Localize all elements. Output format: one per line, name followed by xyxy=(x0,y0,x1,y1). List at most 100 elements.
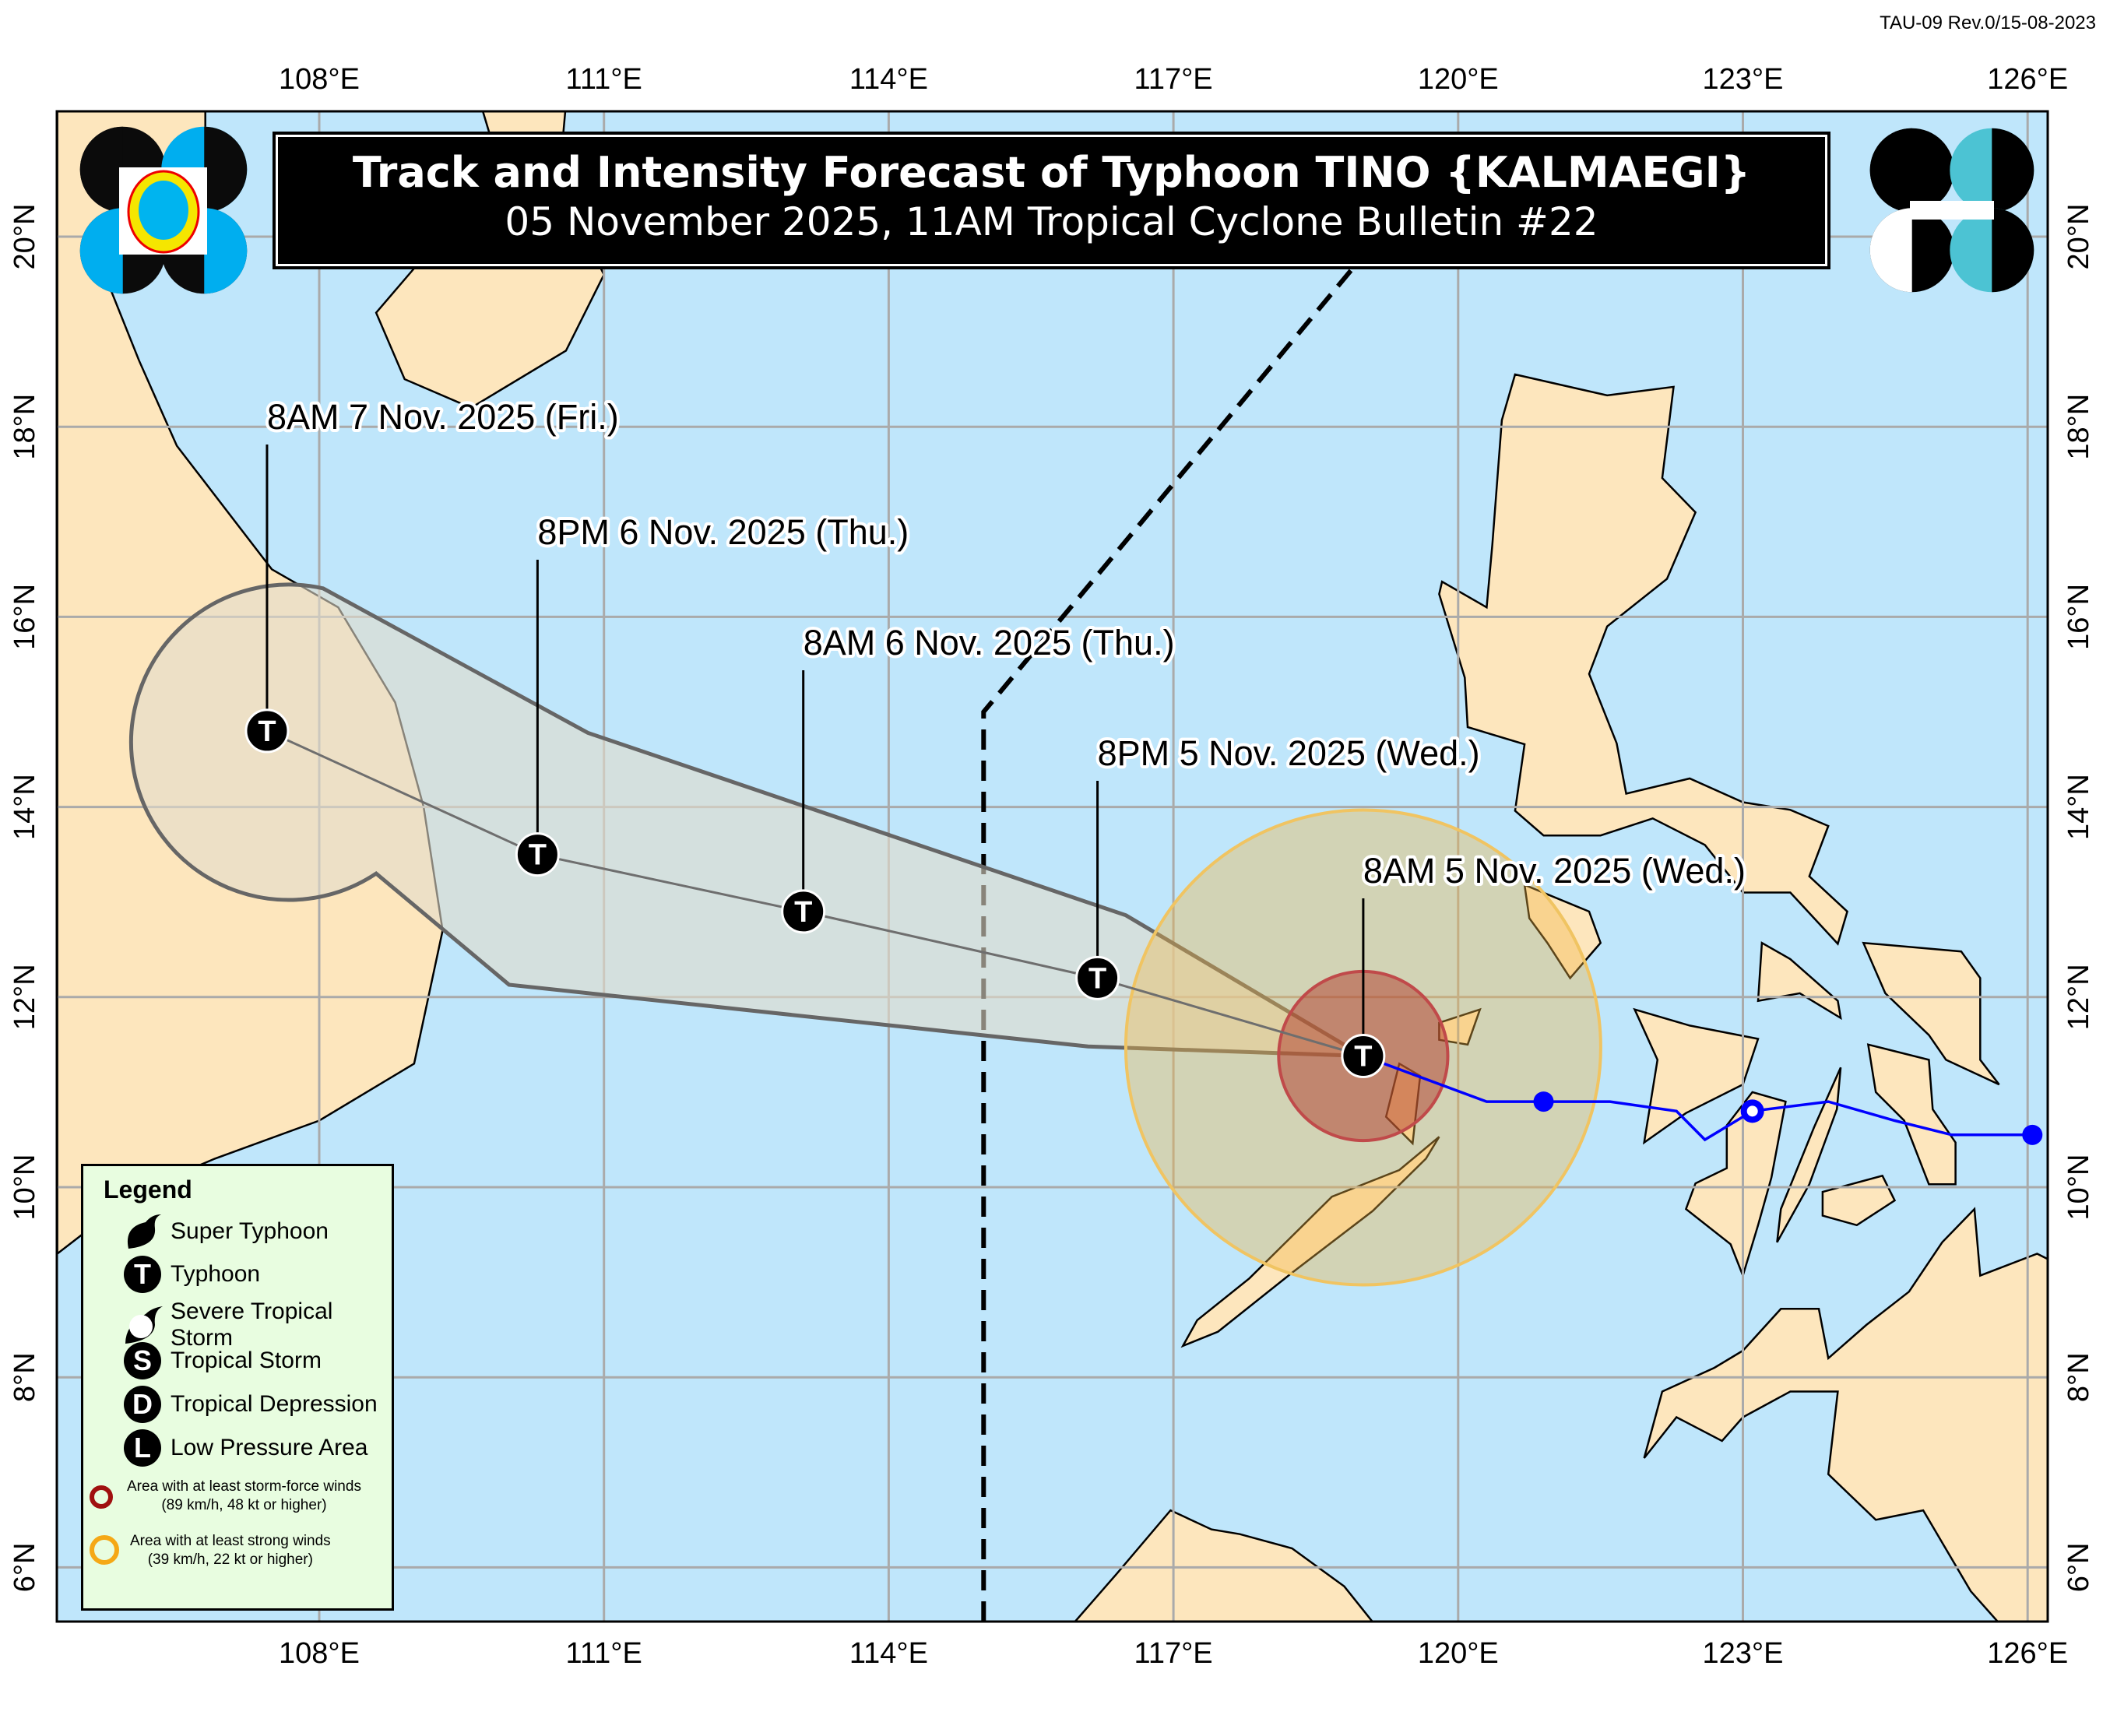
landmass-borneo xyxy=(1074,1509,1374,1622)
latitude-label: 6°N xyxy=(9,1543,41,1593)
latitude-label: 8°N xyxy=(2063,1352,2095,1402)
pagasa-seal-center xyxy=(139,181,188,240)
typhoon-icon xyxy=(781,889,826,934)
legend-label: Tropical Depression xyxy=(171,1391,378,1417)
legend-label: (39 km/h, 22 kt or higher) xyxy=(147,1552,313,1568)
legend-label: Super Typhoon xyxy=(171,1218,329,1244)
typhoon-icon xyxy=(1075,955,1120,1000)
longitude-label: 117°E xyxy=(1134,63,1213,96)
legend-label: Typhoon xyxy=(171,1261,261,1287)
longitude-label: 114°E xyxy=(849,63,928,96)
tropical-storm-icon: S xyxy=(122,1341,163,1381)
logo-half xyxy=(1992,208,2034,293)
svg-text:T: T xyxy=(134,1258,151,1290)
longitude-label: 114°E xyxy=(849,1637,928,1670)
legend-item-tropical-storm: S Tropical Storm xyxy=(122,1341,322,1381)
typhoon-icon xyxy=(1341,1034,1386,1079)
landmass-leyte xyxy=(1866,1043,1957,1186)
forecast-time-label: 8PM 6 Nov. 2025 (Thu.) xyxy=(537,512,909,552)
legend-item-severe-tropical-storm: Severe Tropical Storm xyxy=(122,1298,392,1351)
legend-item-strong-winds: Area with at least strong winds (39 km/h,… xyxy=(90,1532,331,1569)
longitude-label: 120°E xyxy=(1418,1637,1499,1670)
legend: Legend Super Typhoon T Typhoon Severe Tr… xyxy=(81,1164,394,1611)
forecast-time-label: 8AM 5 Nov. 2025 (Wed.) xyxy=(1363,851,1746,891)
typhoon-icon: T xyxy=(122,1254,163,1295)
latitude-label: 16°N xyxy=(2063,584,2095,650)
latitude-label: 10°N xyxy=(2063,1154,2095,1221)
landmass-cebu xyxy=(1776,1067,1842,1243)
low-pressure-area-icon: L xyxy=(122,1428,163,1468)
legend-label: Tropical Storm xyxy=(171,1348,322,1373)
map-subtitle: 05 November 2025, 11AM Tropical Cyclone … xyxy=(505,199,1598,244)
forecast-time-label: 8PM 5 Nov. 2025 (Wed.) xyxy=(1098,733,1480,773)
logo-half xyxy=(1869,128,1912,213)
dost-logo xyxy=(1869,128,2034,293)
legend-label: Low Pressure Area xyxy=(171,1435,368,1460)
orange-ring-icon xyxy=(90,1535,119,1565)
typhoon-symbol: T xyxy=(529,839,547,872)
red-ring-icon xyxy=(90,1485,113,1509)
past-track-line xyxy=(1363,1054,2033,1142)
par-boundary-line xyxy=(981,139,1461,1622)
landmass-samar xyxy=(1862,941,2000,1086)
legend-label: Area with at least storm-force winds xyxy=(127,1478,361,1495)
latitude-label: 14°N xyxy=(2063,774,2095,840)
typhoon-symbol: T xyxy=(794,896,812,929)
latitude-label: 18°N xyxy=(9,394,41,460)
longitude-label: 123°E xyxy=(1703,1637,1784,1670)
landmass-mindanao xyxy=(1643,1207,2048,1622)
longitude-label: 111°E xyxy=(566,1637,642,1670)
svg-text:S: S xyxy=(133,1344,152,1376)
map-title: Track and Intensity Forecast of Typhoon … xyxy=(352,148,1751,197)
svg-text:D: D xyxy=(132,1388,153,1420)
legend-label: (89 km/h, 48 kt or higher) xyxy=(161,1497,327,1513)
legend-item-tropical-depression: D Tropical Depression xyxy=(122,1384,378,1425)
severe-tropical-storm-icon xyxy=(122,1305,163,1345)
latitude-label: 20°N xyxy=(2063,204,2095,270)
typhoon-symbol: T xyxy=(1354,1041,1372,1074)
super-typhoon-icon xyxy=(122,1211,163,1252)
legend-label: Severe Tropical Storm xyxy=(171,1298,333,1351)
latitude-label: 8°N xyxy=(9,1352,41,1402)
latitude-label: 6°N xyxy=(2063,1543,2095,1593)
tropical-depression-icon: D xyxy=(122,1384,163,1425)
logo-half xyxy=(204,126,248,213)
revision-code: TAU-09 Rev.0/15-08-2023 xyxy=(1880,12,2096,33)
latitude-label: 12°N xyxy=(2063,964,2095,1030)
longitude-label: 111°E xyxy=(566,63,642,96)
logo-half xyxy=(1992,128,2034,213)
landmass-luzon xyxy=(1438,373,1849,946)
logo-half xyxy=(204,208,248,294)
landmass-masbate xyxy=(1757,941,1842,1021)
latitude-label: 10°N xyxy=(9,1154,41,1221)
past-position-marker-open xyxy=(1740,1099,1764,1123)
logo-half xyxy=(79,208,123,294)
typhoon-symbol: T xyxy=(258,715,276,748)
longitude-label: 108°E xyxy=(279,1637,360,1670)
latitude-label: 16°N xyxy=(9,584,41,650)
legend-title: Legend xyxy=(104,1175,192,1204)
typhoon-symbol: T xyxy=(1088,962,1106,995)
legend-item-storm-force-winds: Area with at least storm-force winds (89 … xyxy=(90,1478,361,1515)
title-box: Track and Intensity Forecast of Typhoon … xyxy=(273,132,1830,269)
dost-logo-band xyxy=(1910,201,1994,220)
typhoon-icon xyxy=(244,708,290,754)
latitude-label: 18°N xyxy=(2063,394,2095,460)
longitude-label: 123°E xyxy=(1703,63,1784,96)
latitude-label: 14°N xyxy=(9,774,41,840)
longitude-label: 117°E xyxy=(1134,1637,1213,1670)
svg-text:L: L xyxy=(134,1432,151,1464)
longitude-label: 120°E xyxy=(1418,63,1499,96)
latitude-label: 12°N xyxy=(9,964,41,1030)
forecast-time-label: 8AM 7 Nov. 2025 (Fri.) xyxy=(267,397,619,437)
logo-half xyxy=(1869,208,1912,293)
legend-item-typhoon: T Typhoon xyxy=(122,1254,260,1295)
forecast-cone xyxy=(128,582,1365,1058)
past-position-marker xyxy=(2022,1124,2043,1145)
longitude-label: 108°E xyxy=(279,63,360,96)
longitude-label: 126°E xyxy=(1987,63,2068,96)
forecast-time-label: 8AM 6 Nov. 2025 (Thu.) xyxy=(804,623,1175,662)
latitude-label: 20°N xyxy=(9,204,41,270)
logo-half xyxy=(79,126,123,213)
